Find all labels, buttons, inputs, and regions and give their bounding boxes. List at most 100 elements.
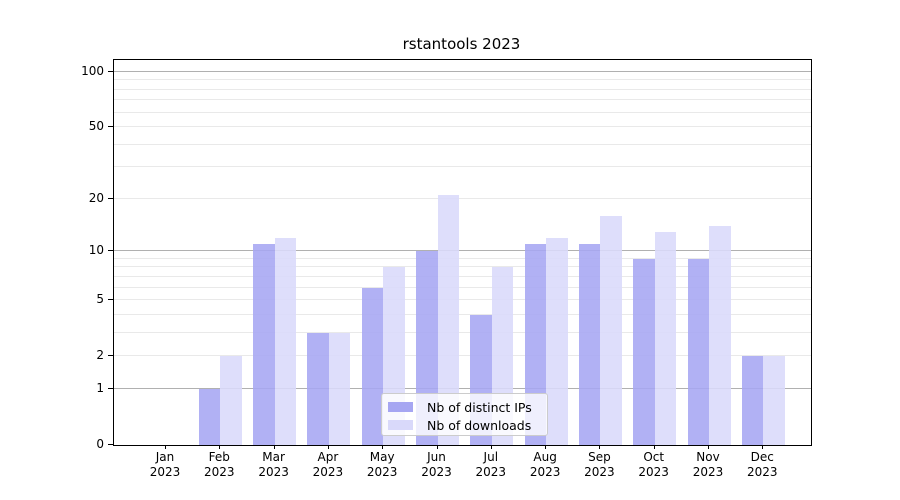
x-tick-label-month: Dec: [750, 450, 774, 464]
gridline-minor: [114, 286, 811, 288]
gridline-major: [114, 388, 811, 389]
y-tick-mark: [108, 355, 113, 357]
x-tick-label-year: 2023: [475, 465, 507, 479]
x-tick-mark: [273, 445, 275, 449]
y-tick-mark: [108, 197, 113, 199]
bar-downloads: [274, 237, 297, 445]
gridline-minor: [114, 331, 811, 333]
x-tick-label: Mar 2023: [244, 450, 304, 480]
legend: Nb of distinct IPs Nb of downloads: [381, 393, 548, 436]
legend-swatch-distinct-ips-icon: [388, 402, 413, 412]
x-tick-mark: [653, 445, 655, 449]
x-tick-mark: [165, 445, 166, 449]
bar-distinct-ips: [741, 356, 764, 445]
bar-distinct-ips: [307, 332, 329, 445]
gridline-minor: [114, 355, 811, 357]
x-tick-label: Dec 2023: [732, 450, 792, 480]
x-tick-label-year: 2023: [747, 465, 778, 479]
x-tick-mark: [490, 445, 492, 449]
bar-downloads: [654, 231, 677, 445]
y-tick-mark: [108, 70, 113, 72]
x-tick-label: Nov 2023: [678, 450, 738, 480]
bar-downloads: [328, 332, 351, 445]
y-tick-label: 5: [96, 292, 104, 307]
x-tick-label: Apr 2023: [298, 450, 358, 480]
gridline-minor: [114, 313, 811, 315]
x-tick-mark: [436, 445, 438, 449]
bar-downloads: [709, 226, 731, 445]
y-tick-mark: [108, 126, 113, 128]
x-tick-label: Aug 2023: [515, 450, 575, 480]
x-tick-label-month: Jun: [427, 450, 446, 464]
gridline-minor: [114, 143, 811, 145]
bar-downloads: [763, 356, 785, 445]
plot-area: Nb of distinct IPs Nb of downloads: [113, 59, 812, 446]
x-tick-label-year: 2023: [312, 465, 344, 479]
gridline-minor: [114, 275, 811, 277]
bar-distinct-ips: [633, 258, 655, 445]
x-tick-label-month: Sep: [588, 450, 611, 464]
bar-downloads: [546, 237, 568, 445]
x-tick-mark: [762, 445, 764, 449]
x-tick-label-month: Jan: [155, 450, 175, 464]
y-tick-label: 100: [81, 63, 104, 78]
bar-distinct-ips: [253, 244, 275, 445]
bar-distinct-ips: [198, 389, 221, 445]
gridline-minor: [114, 79, 811, 81]
y-tick-mark: [108, 299, 113, 301]
gridline-minor: [114, 299, 811, 301]
x-tick-label-year: 2023: [529, 465, 561, 479]
bar-downloads: [220, 356, 242, 445]
x-tick-label-month: Apr: [317, 450, 339, 464]
bar-distinct-ips: [578, 244, 601, 445]
x-tick-label-year: 2023: [421, 465, 452, 479]
y-tick-label: 20: [88, 190, 104, 205]
legend-label-distinct-ips: Nb of distinct IPs: [427, 399, 532, 415]
x-tick-label: May 2023: [352, 450, 412, 480]
x-tick-label-month: Nov: [696, 450, 720, 464]
bar-distinct-ips: [361, 287, 384, 445]
y-tick-label: 1: [96, 381, 104, 395]
y-tick-mark: [108, 388, 113, 389]
legend-label-downloads: Nb of downloads: [427, 417, 532, 433]
y-tick-label: 2: [96, 348, 104, 363]
gridline-minor: [114, 257, 811, 259]
x-tick-label-month: Aug: [533, 450, 557, 464]
x-tick-label-year: 2023: [584, 465, 615, 479]
x-tick-mark: [545, 445, 547, 449]
bar-distinct-ips: [687, 258, 709, 445]
gridline-minor: [114, 166, 811, 168]
x-tick-label: Feb 2023: [189, 450, 249, 480]
y-tick-label: 50: [88, 119, 104, 134]
x-tick-mark: [599, 445, 601, 449]
x-tick-mark: [219, 445, 221, 449]
y-tick-label: 10: [88, 243, 104, 258]
gridline-minor: [114, 88, 811, 90]
x-tick-label-month: Jul: [483, 450, 499, 464]
y-tick-mark: [108, 444, 113, 445]
x-tick-label: Oct 2023: [624, 450, 684, 480]
x-tick-label-year: 2023: [692, 465, 724, 479]
legend-row-distinct-ips: Nb of distinct IPs: [388, 398, 547, 416]
x-tick-label-year: 2023: [204, 465, 235, 479]
legend-row-downloads: Nb of downloads: [388, 416, 547, 434]
bar-downloads: [437, 195, 459, 445]
x-tick-label-year: 2023: [638, 465, 669, 479]
y-tick-label: 0: [96, 437, 104, 451]
gridline-major: [114, 250, 811, 252]
x-tick-label-year: 2023: [258, 465, 289, 479]
x-tick-mark: [708, 445, 709, 449]
x-tick-mark: [327, 445, 329, 449]
x-tick-label: Sep 2023: [569, 450, 629, 480]
x-tick-label-month: Feb: [208, 450, 230, 464]
x-tick-label: Jul 2023: [461, 450, 521, 480]
x-tick-label: Jan 2023: [135, 450, 195, 480]
legend-swatch-downloads-icon: [388, 420, 413, 430]
x-tick-label: Jun 2023: [407, 450, 467, 480]
x-tick-label-month: Mar: [262, 450, 285, 464]
gridline-minor: [114, 99, 811, 101]
gridline-major: [114, 70, 811, 72]
gridline-minor: [114, 126, 811, 128]
x-tick-label-month: May: [369, 450, 395, 464]
